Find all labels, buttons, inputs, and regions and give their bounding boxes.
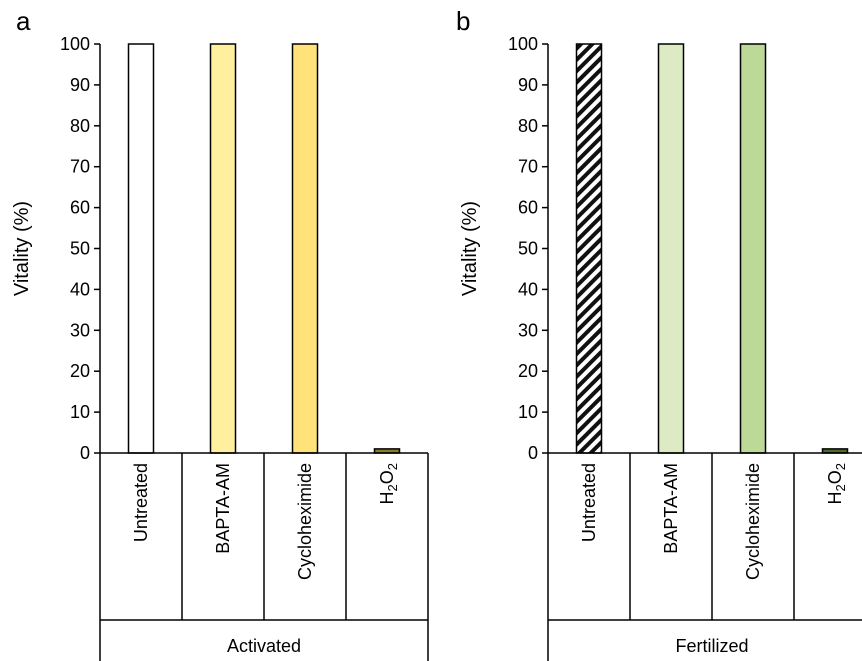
category-label: Untreated	[131, 463, 151, 542]
y-tick-label: 40	[518, 279, 538, 299]
category-label: BAPTA-AM	[213, 463, 233, 554]
y-tick-label: 90	[518, 75, 538, 95]
y-tick-label: 30	[518, 320, 538, 340]
y-tick-label: 50	[70, 239, 90, 259]
panel-label: b	[456, 6, 470, 36]
y-tick-label: 50	[518, 239, 538, 259]
y-tick-label: 0	[80, 443, 90, 463]
chart-panel-a: a Vitality (%) 0 10 20 30 40 50 60 70 80 90 100 Untre…	[11, 6, 429, 661]
y-tick-label: 10	[70, 402, 90, 422]
y-axis-label: Vitality (%)	[11, 201, 33, 296]
category-label: BAPTA-AM	[661, 463, 681, 554]
y-tick-label: 60	[518, 198, 538, 218]
group-label: Activated	[227, 636, 301, 656]
bar-bapta-am	[657, 43, 685, 454]
y-tick-label: 100	[60, 34, 90, 54]
y-tick-label: 100	[508, 34, 538, 54]
bar-untreated	[575, 43, 603, 454]
y-tick-label: 10	[518, 402, 538, 422]
y-tick-label: 80	[70, 116, 90, 136]
y-tick-label: 30	[70, 320, 90, 340]
y-tick-label: 70	[70, 157, 90, 177]
bar-cycloheximide	[291, 43, 319, 454]
y-axis-label: Vitality (%)	[459, 201, 481, 296]
category-label: Untreated	[579, 463, 599, 542]
y-tick-label: 60	[70, 198, 90, 218]
y-tick-label: 0	[528, 443, 538, 463]
bar-bapta-am	[209, 43, 237, 454]
category-label: H2O2	[377, 463, 400, 504]
y-tick-label: 20	[70, 361, 90, 381]
y-tick-label: 90	[70, 75, 90, 95]
y-tick-label: 80	[518, 116, 538, 136]
category-label: Cycloheximide	[743, 463, 763, 580]
chart-panel-b: b Vitality (%) 0 10 20 30 40 50 60 70 80 90 100 Untre…	[456, 6, 862, 661]
y-tick-label: 20	[518, 361, 538, 381]
category-label: H2O2	[825, 463, 848, 504]
group-label: Fertilized	[675, 636, 748, 656]
y-tick-label: 70	[518, 157, 538, 177]
category-label: Cycloheximide	[295, 463, 315, 580]
bar-untreated	[127, 43, 155, 454]
panel-label: a	[16, 6, 31, 36]
y-tick-label: 40	[70, 279, 90, 299]
bar-cycloheximide	[739, 43, 767, 454]
